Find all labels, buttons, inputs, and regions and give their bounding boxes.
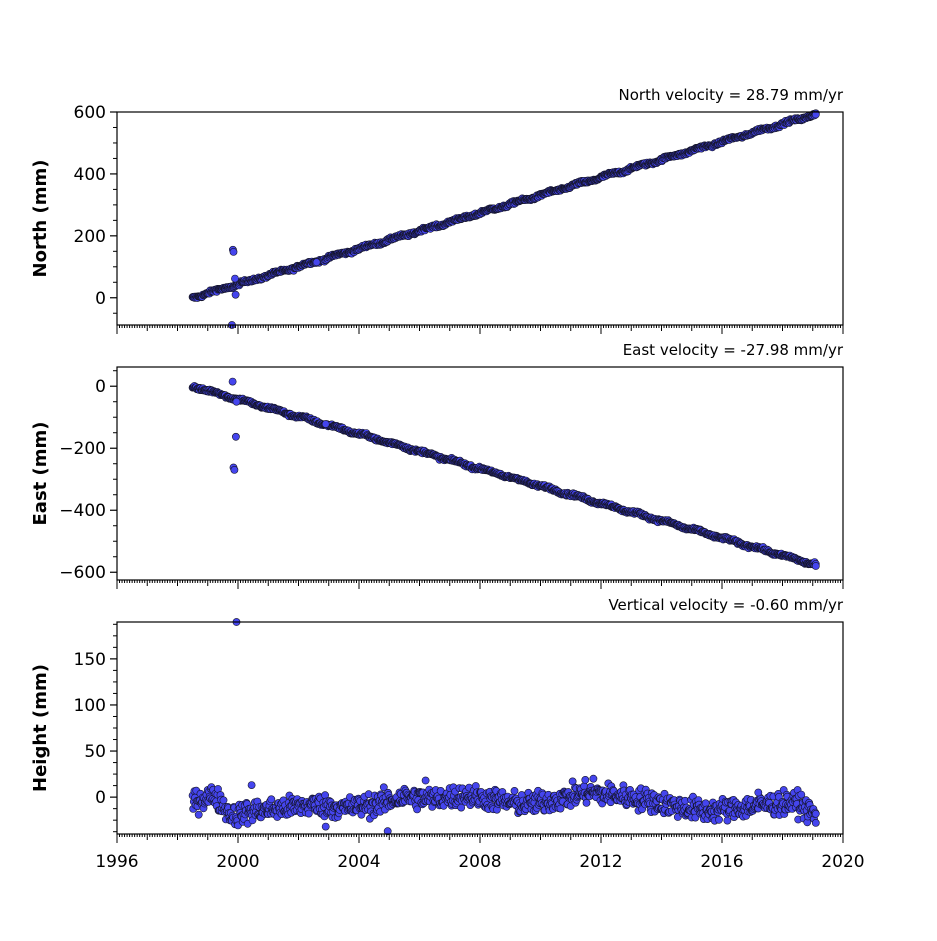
axes-frame-height xyxy=(116,621,844,835)
ylabel-east: East (mm) xyxy=(30,422,51,526)
xtick-label: 2016 xyxy=(700,852,743,872)
data-point-height xyxy=(421,776,430,785)
data-point-east xyxy=(231,432,240,441)
ylabel-height: Height (mm) xyxy=(30,664,51,792)
panel-height: 0 50 100 150 1996 2000 2004 2008 2012 2016 2020 Ve… xyxy=(30,596,865,872)
data-point-height xyxy=(247,781,256,789)
data-point-height xyxy=(267,795,276,804)
data-point-height xyxy=(582,799,591,807)
ytick-label: 0 xyxy=(95,788,106,808)
data-point-north xyxy=(229,247,238,256)
data-point-height xyxy=(219,796,228,805)
data-point-east xyxy=(232,397,241,406)
data-point-north xyxy=(231,274,239,283)
data-point-east xyxy=(228,377,237,386)
ytick-label: 0 xyxy=(95,377,106,397)
data-point-north xyxy=(231,290,240,299)
xtick-label: 2012 xyxy=(579,852,622,872)
ytick-label: −600 xyxy=(59,563,106,583)
ytick-label: 50 xyxy=(84,742,106,762)
data-point-north xyxy=(312,258,321,267)
data-point-height xyxy=(715,815,723,824)
data-point-height xyxy=(723,816,732,825)
ytick-label: 0 xyxy=(95,289,106,309)
ytick-label: 600 xyxy=(74,103,106,123)
xtick-label: 2020 xyxy=(821,852,864,872)
ticks-east: 0 −200 −400 −600 xyxy=(59,370,844,589)
panel-east: 0 −200 −400 −600 East velocity = -27.98 mm/… xyxy=(30,341,844,589)
data-point-height xyxy=(811,809,820,818)
data-point-height xyxy=(379,783,388,792)
data-point-height xyxy=(321,822,330,831)
data-point-height xyxy=(754,788,763,797)
data-point-east xyxy=(321,420,330,428)
ytick-label: 200 xyxy=(74,227,106,247)
chart-title-north: North velocity = 28.79 mm/yr xyxy=(619,86,844,104)
points-east xyxy=(188,377,820,570)
axes-frame-east xyxy=(116,366,844,581)
data-point-north xyxy=(811,110,820,119)
data-point-east xyxy=(230,465,239,474)
points-north xyxy=(188,109,820,329)
ticks-height: 0 50 100 150 1996 2000 2004 2008 2012 2016 2020 xyxy=(74,623,865,872)
data-point-height xyxy=(556,804,565,813)
points-height xyxy=(188,618,820,836)
ytick-label: 400 xyxy=(74,165,106,185)
data-point-height xyxy=(581,776,590,784)
ytick-label: −400 xyxy=(59,501,106,521)
xtick-label: 1996 xyxy=(95,852,138,872)
chart-title-east: East velocity = -27.98 mm/yr xyxy=(623,341,844,359)
xtick-label: 2004 xyxy=(337,852,380,872)
data-point-height xyxy=(589,774,598,783)
xtick-label: 2000 xyxy=(216,852,259,872)
chart-title-height: Vertical velocity = -0.60 mm/yr xyxy=(608,596,843,614)
ylabel-north: North (mm) xyxy=(30,160,51,278)
data-point-height xyxy=(797,790,806,799)
data-point-height xyxy=(383,827,392,836)
xtick-label: 2008 xyxy=(458,852,501,872)
data-point-height xyxy=(304,809,313,818)
data-point-height xyxy=(811,819,820,827)
data-point-east xyxy=(811,562,820,570)
ytick-label: 150 xyxy=(74,650,106,670)
axes-frame-north xyxy=(116,111,844,326)
data-point-height xyxy=(194,810,203,819)
data-point-height xyxy=(510,787,519,795)
ytick-label: 100 xyxy=(74,696,106,716)
data-point-height xyxy=(413,805,421,814)
data-point-height xyxy=(471,782,480,790)
ytick-label: −200 xyxy=(59,439,106,459)
